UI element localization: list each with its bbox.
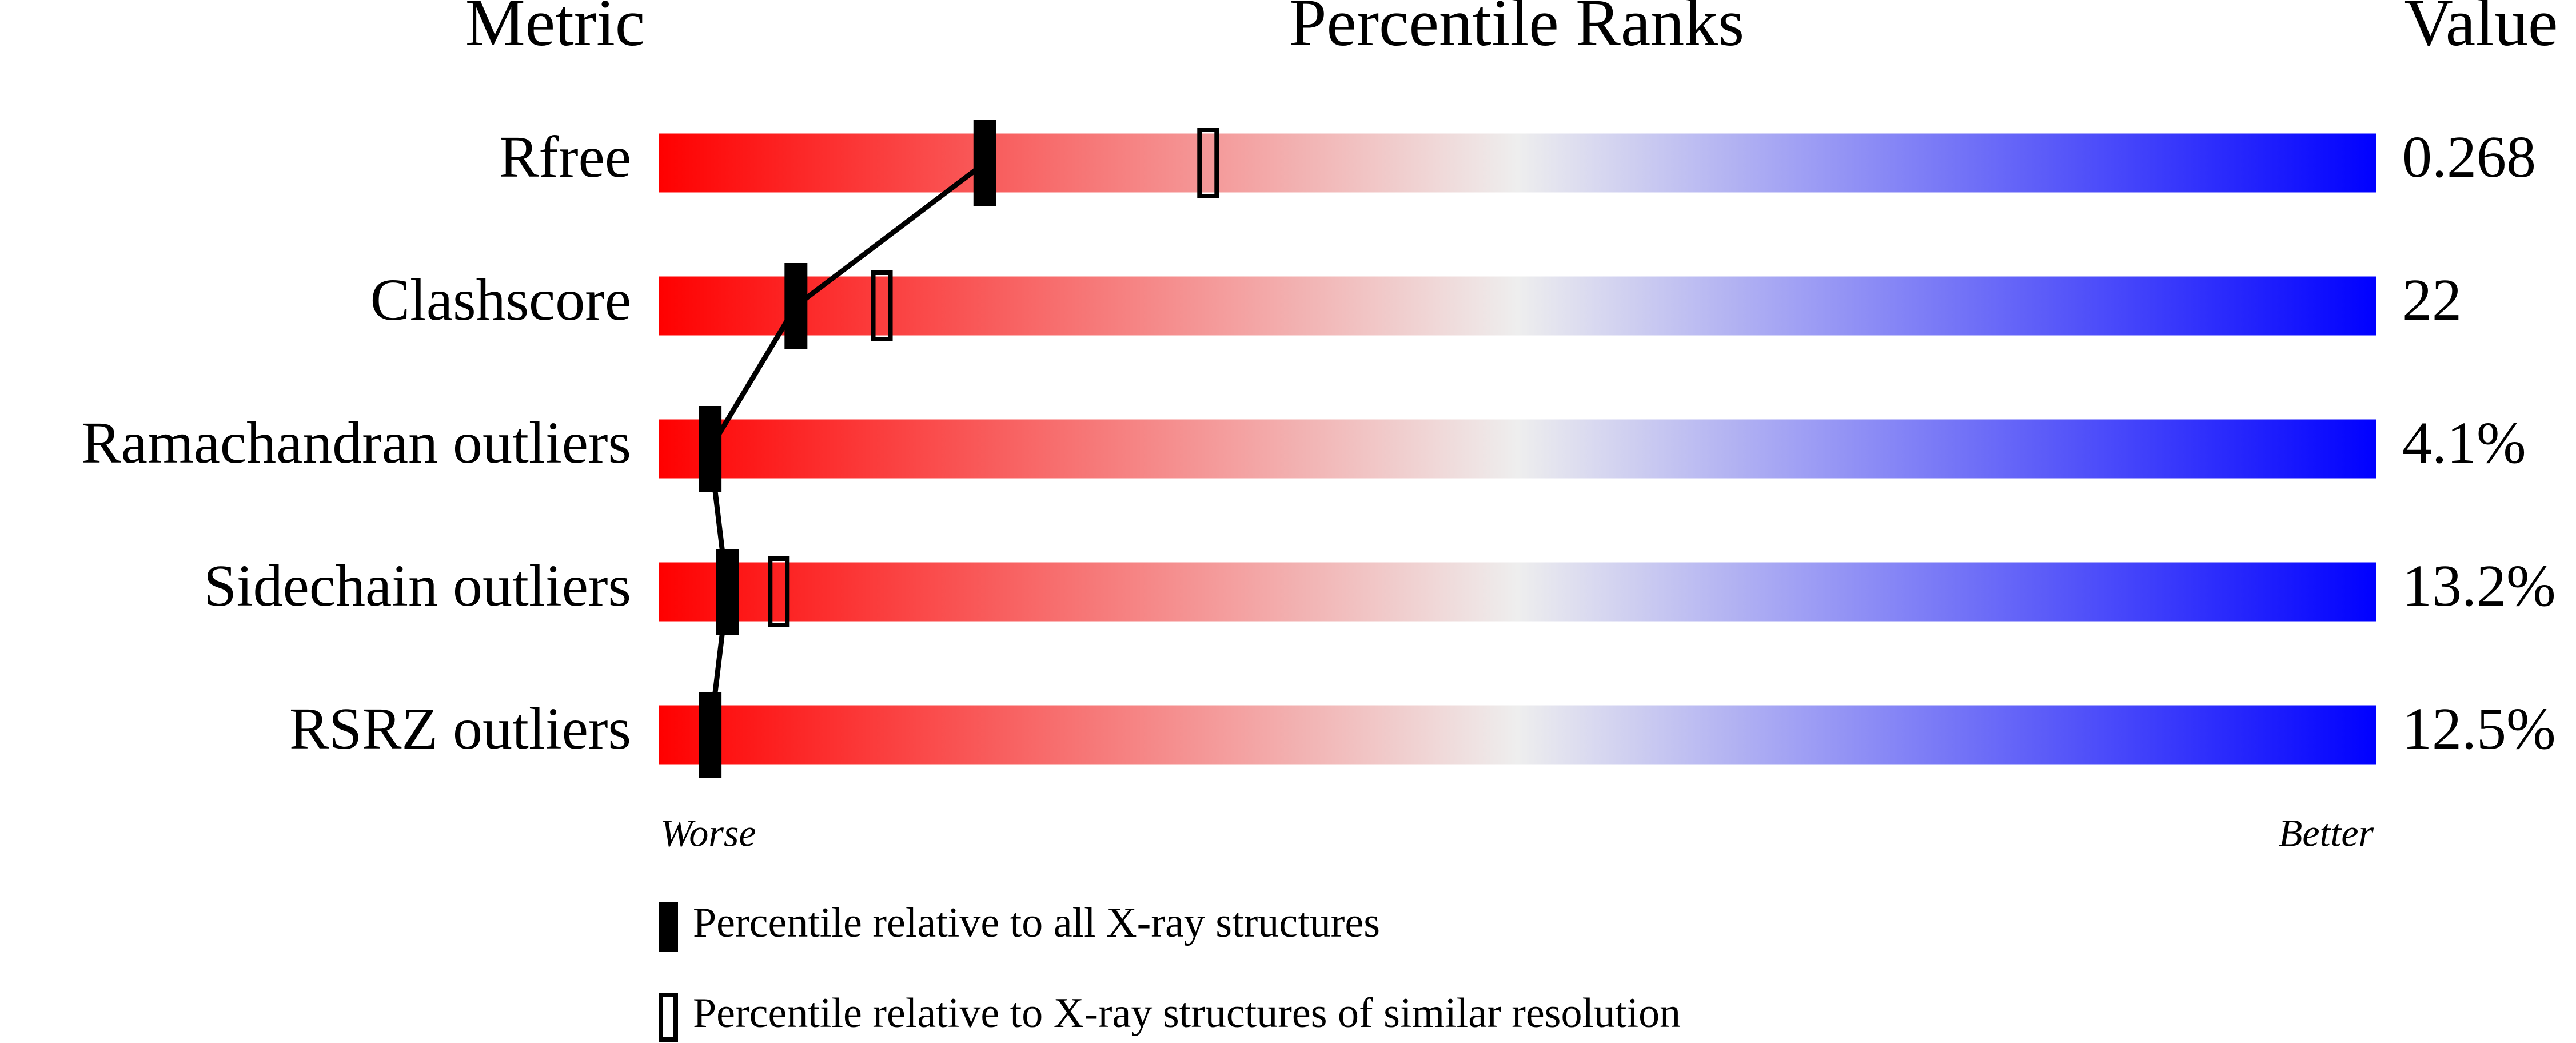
legend-label: Percentile relative to X-ray structures … <box>693 990 1681 1037</box>
metric-label: Sidechain outliers <box>204 553 631 619</box>
percentile-marker <box>699 692 722 778</box>
axis-label: Better <box>2279 811 2374 855</box>
metric-label: Ramachandran outliers <box>81 410 631 476</box>
percentile-bar <box>659 276 2376 336</box>
legend-swatch <box>659 993 678 1042</box>
column-header: Value <box>2404 0 2558 60</box>
legend-swatch <box>659 902 678 952</box>
percentile-marker <box>1197 128 1219 198</box>
percentile-marker <box>871 270 893 341</box>
percentile-bar <box>659 705 2376 765</box>
column-header: Percentile Ranks <box>1289 0 1744 60</box>
metric-label: Rfree <box>499 124 631 190</box>
metric-label: RSRZ outliers <box>289 696 631 762</box>
percentile-bar <box>659 419 2376 479</box>
metric-label: Clashscore <box>370 267 631 333</box>
percentile-marker <box>768 556 790 627</box>
metric-value: 13.2% <box>2402 553 2556 619</box>
legend-label: Percentile relative to all X-ray structu… <box>693 899 1380 946</box>
percentile-bar <box>659 133 2376 193</box>
axis-label: Worse <box>660 811 756 855</box>
percentile-marker <box>699 406 722 492</box>
percentile-marker <box>784 263 808 349</box>
metric-value: 4.1% <box>2402 410 2526 476</box>
percentile-marker <box>716 549 739 635</box>
column-header: Metric <box>465 0 645 60</box>
metric-value: 12.5% <box>2402 696 2556 762</box>
percentile-bar <box>659 562 2376 622</box>
metric-value: 0.268 <box>2402 124 2536 190</box>
percentile-marker <box>973 120 996 206</box>
metric-value: 22 <box>2402 267 2462 333</box>
